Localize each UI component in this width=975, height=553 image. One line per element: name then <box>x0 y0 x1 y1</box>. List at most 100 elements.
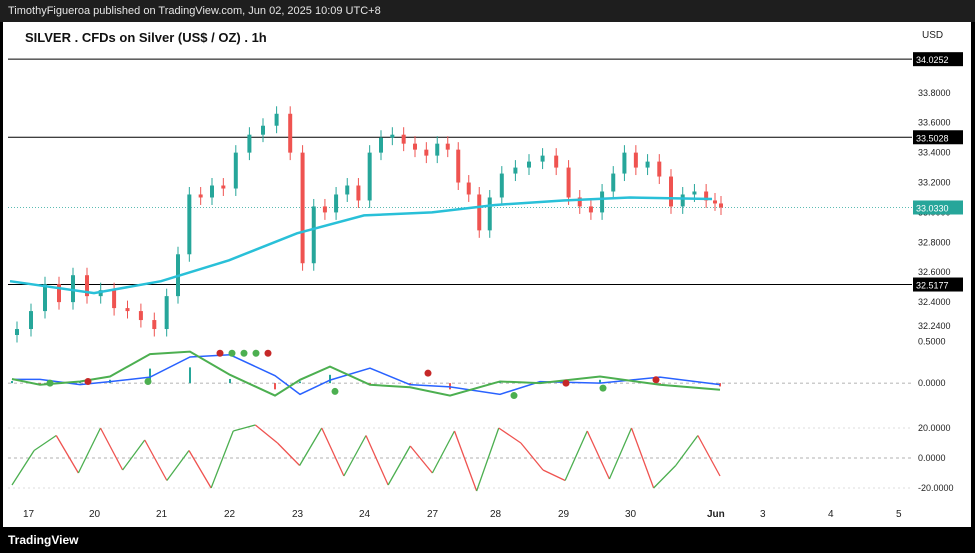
tradingview-logo: TradingView <box>8 533 79 547</box>
candle-body <box>588 206 593 213</box>
momentum-tick-label: 0.0000 <box>918 453 946 463</box>
momentum-line-segment <box>653 465 677 489</box>
crossover-dot <box>84 377 92 385</box>
chart-area[interactable] <box>3 22 971 527</box>
momentum-line-segment <box>11 450 35 486</box>
x-tick-label: 27 <box>427 509 439 520</box>
candle-body <box>261 125 265 135</box>
candle-body <box>713 200 717 204</box>
momentum-line-segment <box>453 430 478 492</box>
histogram-bar <box>329 374 331 384</box>
candle-body <box>704 191 709 201</box>
x-tick-label: 28 <box>490 509 502 520</box>
candle-body <box>85 275 89 297</box>
oscillator-line <box>11 350 721 397</box>
histogram-bar <box>274 383 276 390</box>
momentum-line-segment <box>675 435 699 466</box>
chart-title: SILVER . CFDs on Silver (US$ / OZ) . 1h <box>25 30 267 45</box>
candle-body <box>401 134 406 144</box>
price-tick-label: 33.2000 <box>918 178 951 188</box>
crossover-dot <box>144 377 152 385</box>
candle-body <box>15 329 19 335</box>
last-price-label: 33.0330 <box>916 203 949 213</box>
candle-body <box>622 152 627 174</box>
momentum-line-segment <box>55 435 79 474</box>
price-tick-label: 32.2400 <box>918 321 951 331</box>
level-price-tag <box>913 130 963 145</box>
x-tick-label: 5 <box>896 509 902 520</box>
moving-average-line <box>9 196 713 295</box>
level-price-tag <box>913 52 963 67</box>
histogram-bar <box>659 383 661 384</box>
momentum-line-segment <box>210 430 234 489</box>
candle-body <box>424 149 429 156</box>
candle-body <box>300 152 305 264</box>
crossover-dot <box>264 349 272 357</box>
candle-body <box>210 185 214 198</box>
momentum-tick-label: -20.0000 <box>918 483 954 493</box>
x-tick-label: 21 <box>156 509 168 520</box>
candle-body <box>413 143 417 150</box>
candle-body <box>311 206 316 264</box>
candle-body <box>692 191 697 195</box>
crossover-dot <box>331 387 339 395</box>
histogram-bar <box>149 368 151 384</box>
momentum-line-segment <box>409 445 433 474</box>
crossover-dot <box>46 379 54 387</box>
candle-body <box>477 194 482 231</box>
momentum-line-segment <box>476 427 500 492</box>
crossover-dot <box>228 349 236 357</box>
x-tick-label: 3 <box>760 509 766 520</box>
candle-body <box>435 143 440 156</box>
momentum-line-segment <box>697 435 721 477</box>
candle-body <box>554 155 559 168</box>
momentum-line-segment <box>542 469 566 482</box>
momentum-line-segment <box>299 427 323 466</box>
momentum-line-segment <box>277 442 301 466</box>
candle-body <box>669 176 673 207</box>
crossover-dot <box>562 379 570 387</box>
candle-body <box>499 173 504 198</box>
candle-body <box>645 161 650 168</box>
price-tick-label: 32.8000 <box>918 237 951 247</box>
price-tick-label: 33.8000 <box>918 88 951 98</box>
candle-body <box>152 320 157 330</box>
candle-body <box>187 194 192 255</box>
candle-body <box>540 155 545 162</box>
histogram-bar <box>189 367 191 384</box>
momentum-line-segment <box>387 445 411 486</box>
candle-body <box>487 197 492 231</box>
last-price-tag <box>913 200 963 215</box>
signal-line <box>12 354 721 396</box>
attribution-bar: TimothyFigueroa published on TradingView… <box>0 0 975 22</box>
momentum-line-segment <box>564 430 588 481</box>
candle-body <box>247 134 252 153</box>
candle-body <box>527 161 531 168</box>
oscillator-tick-label: 0.0000 <box>918 378 946 388</box>
candle-body <box>445 143 450 150</box>
candle-body <box>221 185 226 189</box>
x-tick-label: 22 <box>224 509 236 520</box>
x-tick-label: 29 <box>558 509 570 520</box>
momentum-line-segment <box>321 427 345 477</box>
candle-body <box>233 152 238 189</box>
candle-body <box>345 185 350 195</box>
histogram-bar <box>369 383 371 384</box>
candle-body <box>367 152 372 201</box>
candle-body <box>43 284 47 312</box>
histogram-bar <box>499 382 501 384</box>
candle-body <box>611 173 616 192</box>
oscillator-tick-label: 0.5000 <box>918 337 946 347</box>
candle-body <box>466 182 471 195</box>
momentum-line-segment <box>233 424 256 432</box>
candle-body <box>138 311 143 321</box>
x-tick-label: 30 <box>625 509 637 520</box>
crossover-dot <box>599 384 607 392</box>
candle-body <box>29 311 33 330</box>
level-price-label: 32.5177 <box>916 281 949 291</box>
candle-body <box>322 206 327 213</box>
x-tick-label: 20 <box>89 509 101 520</box>
momentum-line-segment <box>188 450 212 489</box>
momentum-line-segment <box>33 434 57 452</box>
